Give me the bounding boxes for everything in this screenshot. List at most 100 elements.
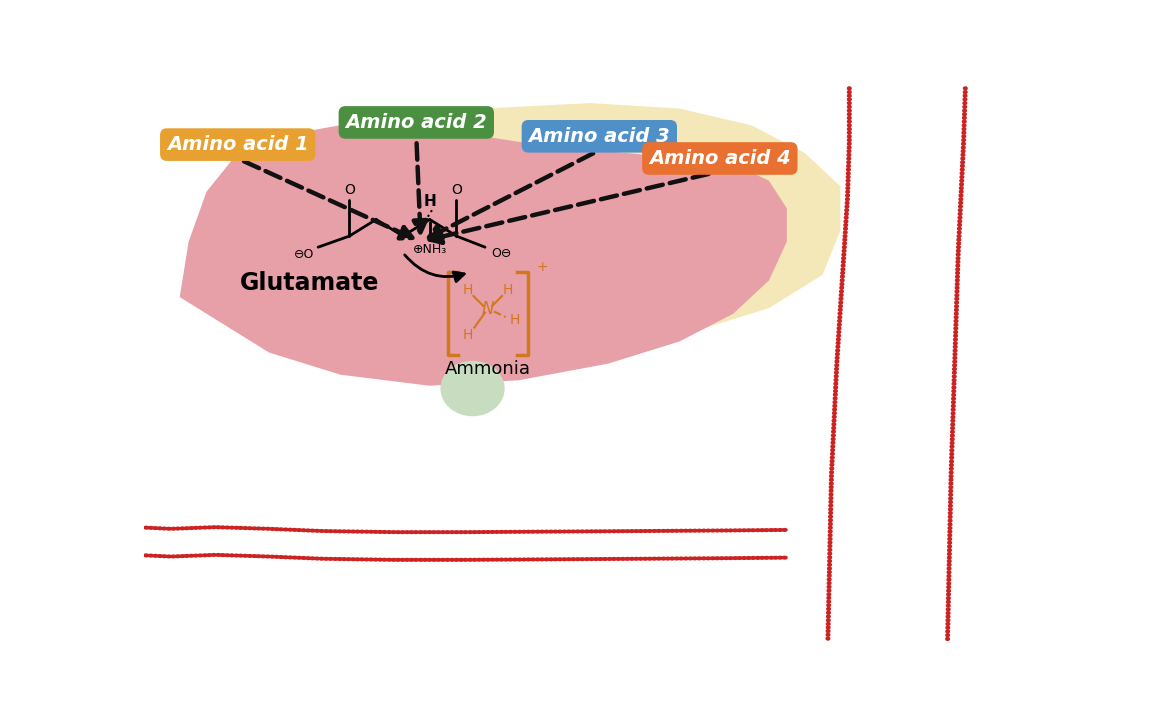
Ellipse shape: [847, 198, 849, 200]
Ellipse shape: [964, 88, 967, 89]
Ellipse shape: [734, 557, 737, 559]
Ellipse shape: [463, 559, 468, 561]
Ellipse shape: [957, 239, 960, 240]
Ellipse shape: [612, 531, 616, 532]
Ellipse shape: [392, 559, 395, 561]
Ellipse shape: [953, 372, 956, 374]
Ellipse shape: [558, 559, 562, 560]
Ellipse shape: [834, 383, 838, 384]
Ellipse shape: [831, 460, 833, 462]
Ellipse shape: [947, 593, 949, 595]
Polygon shape: [180, 125, 787, 386]
Ellipse shape: [500, 559, 503, 560]
Ellipse shape: [181, 555, 184, 557]
Ellipse shape: [594, 558, 598, 560]
Ellipse shape: [144, 527, 149, 528]
Ellipse shape: [680, 558, 683, 559]
Ellipse shape: [954, 357, 956, 359]
Ellipse shape: [828, 582, 831, 584]
Ellipse shape: [697, 557, 702, 559]
Ellipse shape: [833, 413, 835, 414]
Ellipse shape: [779, 529, 782, 531]
Ellipse shape: [238, 527, 243, 528]
Ellipse shape: [243, 555, 247, 557]
Ellipse shape: [832, 453, 834, 455]
Ellipse shape: [692, 530, 697, 531]
Ellipse shape: [829, 490, 833, 492]
Ellipse shape: [839, 312, 841, 315]
Text: ⊖O: ⊖O: [294, 248, 314, 261]
Ellipse shape: [952, 431, 954, 433]
Ellipse shape: [955, 331, 957, 333]
Ellipse shape: [351, 531, 355, 532]
Ellipse shape: [960, 194, 962, 197]
Ellipse shape: [840, 294, 842, 296]
Ellipse shape: [652, 558, 657, 559]
Ellipse shape: [954, 364, 956, 366]
Ellipse shape: [392, 531, 395, 533]
Ellipse shape: [472, 559, 477, 561]
Text: Amino acid 2: Amino acid 2: [346, 113, 487, 132]
Ellipse shape: [734, 530, 737, 531]
Ellipse shape: [328, 531, 333, 532]
Ellipse shape: [365, 559, 369, 560]
Ellipse shape: [176, 556, 180, 557]
Ellipse shape: [338, 531, 341, 532]
Ellipse shape: [947, 612, 949, 614]
Ellipse shape: [599, 531, 602, 532]
Ellipse shape: [477, 559, 480, 561]
Ellipse shape: [531, 531, 535, 533]
Ellipse shape: [545, 531, 548, 532]
Ellipse shape: [446, 531, 449, 533]
Ellipse shape: [848, 109, 850, 112]
Ellipse shape: [387, 559, 391, 561]
Ellipse shape: [949, 516, 952, 518]
Ellipse shape: [956, 294, 958, 296]
Ellipse shape: [948, 567, 950, 570]
Ellipse shape: [962, 139, 965, 141]
Ellipse shape: [221, 554, 225, 556]
Ellipse shape: [832, 434, 834, 436]
Ellipse shape: [513, 531, 517, 533]
Ellipse shape: [657, 558, 660, 559]
Ellipse shape: [670, 530, 674, 531]
Text: Amino acid 1: Amino acid 1: [167, 135, 309, 154]
Ellipse shape: [949, 487, 952, 488]
Ellipse shape: [848, 161, 850, 163]
Ellipse shape: [847, 191, 849, 193]
Ellipse shape: [957, 250, 960, 252]
Ellipse shape: [630, 558, 634, 559]
Ellipse shape: [396, 531, 400, 533]
Ellipse shape: [751, 557, 755, 559]
Ellipse shape: [770, 529, 773, 531]
Ellipse shape: [373, 559, 378, 560]
Ellipse shape: [827, 600, 829, 603]
Ellipse shape: [356, 531, 359, 532]
Ellipse shape: [948, 541, 950, 544]
Ellipse shape: [949, 475, 953, 477]
Ellipse shape: [832, 442, 834, 444]
Ellipse shape: [947, 586, 950, 588]
Ellipse shape: [378, 531, 382, 533]
Ellipse shape: [293, 529, 296, 531]
Ellipse shape: [602, 531, 607, 532]
Ellipse shape: [949, 523, 952, 526]
Ellipse shape: [963, 125, 965, 126]
Ellipse shape: [948, 579, 950, 581]
Ellipse shape: [947, 582, 950, 585]
Text: Amino acid 3: Amino acid 3: [529, 127, 670, 145]
Ellipse shape: [437, 559, 440, 561]
Ellipse shape: [149, 527, 153, 528]
Ellipse shape: [831, 472, 833, 473]
Ellipse shape: [324, 558, 328, 559]
Ellipse shape: [414, 559, 418, 561]
Ellipse shape: [956, 287, 958, 289]
Ellipse shape: [283, 557, 288, 558]
Ellipse shape: [387, 531, 391, 533]
Ellipse shape: [657, 530, 660, 531]
Ellipse shape: [158, 555, 161, 557]
Ellipse shape: [947, 590, 950, 592]
Ellipse shape: [953, 368, 956, 370]
Ellipse shape: [949, 494, 952, 495]
Ellipse shape: [960, 191, 962, 193]
